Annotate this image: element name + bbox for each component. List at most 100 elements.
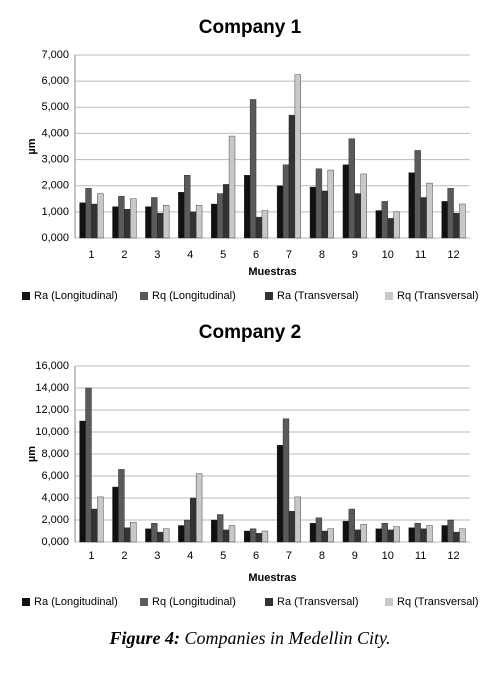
legend-swatch — [385, 598, 393, 606]
bar — [426, 182, 433, 239]
y-tick-label: 2,000 — [41, 180, 69, 192]
bar — [249, 99, 257, 239]
y-tick-label: 2,000 — [41, 514, 69, 526]
bar — [327, 528, 334, 543]
x-tick-label: 8 — [319, 550, 325, 562]
bar — [145, 206, 152, 239]
bar — [276, 445, 284, 543]
y-tick-label: 3,000 — [41, 153, 69, 165]
bar — [309, 523, 317, 543]
bar — [381, 523, 388, 543]
bar — [447, 519, 454, 543]
bar — [459, 528, 466, 543]
x-tick-label: 6 — [253, 550, 259, 562]
x-tick-label: 3 — [154, 249, 160, 261]
bar — [178, 525, 185, 543]
y-tick-label: 0,000 — [41, 536, 69, 548]
bar — [393, 526, 400, 543]
bar — [243, 530, 251, 543]
bar — [222, 529, 230, 543]
bar — [85, 188, 92, 239]
bar — [327, 169, 334, 239]
x-axis-label: Muestras — [248, 266, 296, 278]
bar — [112, 206, 119, 239]
bar — [408, 527, 415, 543]
y-tick-label: 6,000 — [41, 75, 69, 87]
x-tick-label: 9 — [352, 550, 358, 562]
caption: Figure 4: Companies in Medellin City. — [109, 628, 391, 648]
y-tick-label: 4,000 — [41, 127, 69, 139]
bar — [228, 135, 236, 239]
bar — [255, 533, 263, 543]
bar — [97, 496, 104, 543]
bar — [309, 186, 317, 239]
bar — [447, 188, 454, 239]
bar — [79, 202, 86, 239]
bar — [261, 210, 269, 239]
x-tick-label: 2 — [121, 249, 127, 261]
bar — [375, 528, 382, 543]
y-tick-label: 8,000 — [41, 448, 69, 460]
bar — [228, 525, 236, 543]
bar — [321, 530, 328, 543]
legend-label: Rq (Longitudinal) — [152, 596, 236, 608]
bar — [453, 531, 460, 543]
bar — [261, 530, 269, 543]
chart-title: Company 2 — [199, 322, 301, 343]
y-tick-label: 0,000 — [41, 232, 69, 244]
bar — [321, 190, 328, 239]
bar — [124, 527, 131, 543]
bar — [157, 212, 164, 239]
bar — [163, 205, 170, 239]
legend-label: Rq (Transversal) — [397, 290, 479, 302]
x-tick-label: 5 — [220, 249, 226, 261]
bar — [354, 193, 361, 239]
bar — [294, 496, 302, 543]
bar — [190, 211, 197, 239]
legend-label: Ra (Longitudinal) — [34, 596, 118, 608]
y-tick-label: 5,000 — [41, 101, 69, 113]
legend-label: Rq (Transversal) — [397, 596, 479, 608]
bar — [420, 197, 427, 239]
bar — [387, 218, 394, 239]
bar — [414, 150, 421, 239]
x-tick-label: 9 — [352, 249, 358, 261]
x-tick-label: 7 — [286, 249, 292, 261]
bar — [315, 517, 323, 543]
bar — [282, 164, 290, 239]
bar — [294, 74, 302, 239]
bar — [255, 216, 263, 239]
bar — [184, 175, 191, 239]
bar — [118, 469, 125, 543]
legend-swatch — [140, 598, 148, 606]
legend-swatch — [265, 292, 273, 300]
x-tick-label: 7 — [286, 550, 292, 562]
bar — [130, 522, 137, 543]
x-tick-label: 1 — [88, 249, 94, 261]
bar — [381, 201, 388, 239]
legend-label: Ra (Transversal) — [277, 596, 359, 608]
bar — [348, 138, 355, 239]
y-tick-label: 7,000 — [41, 49, 69, 61]
legend-swatch — [385, 292, 393, 300]
bar — [315, 168, 323, 239]
x-tick-label: 12 — [447, 550, 459, 562]
bar — [124, 209, 131, 239]
y-axis-label: µm — [26, 138, 38, 154]
bar — [243, 175, 251, 239]
bar — [354, 529, 361, 543]
bar — [184, 519, 191, 543]
x-tick-label: 2 — [121, 550, 127, 562]
legend-label: Rq (Longitudinal) — [152, 290, 236, 302]
y-tick-label: 4,000 — [41, 492, 69, 504]
bar — [216, 193, 224, 239]
y-tick-label: 1,000 — [41, 206, 69, 218]
bar — [145, 528, 152, 543]
bar — [420, 528, 427, 543]
bar — [91, 508, 98, 543]
legend-swatch — [22, 598, 30, 606]
x-axis-label: Muestras — [248, 572, 296, 584]
bar — [453, 212, 460, 239]
x-tick-label: 5 — [220, 550, 226, 562]
